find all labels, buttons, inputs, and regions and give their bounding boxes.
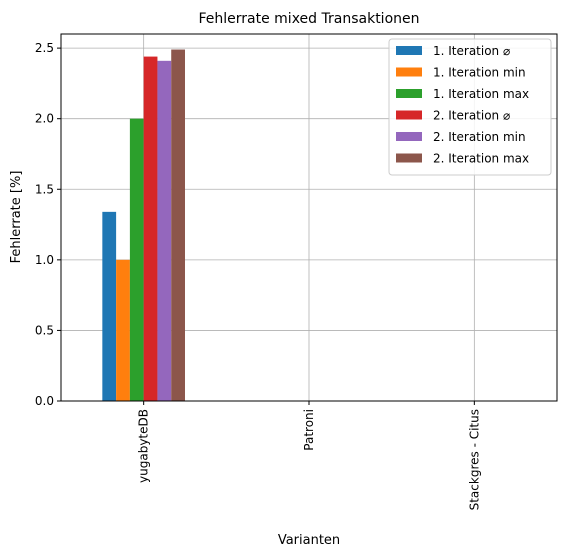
legend-label: 2. Iteration min (433, 130, 526, 144)
y-tick-label: 2.0 (35, 112, 54, 126)
x-axis: yugabyteDB Patroni Stackgres - Citus (137, 401, 481, 510)
y-tick-label: 2.5 (35, 41, 54, 55)
legend-label: 1. Iteration max (433, 87, 529, 101)
legend-swatch (396, 110, 422, 120)
y-tick-label: 1.5 (35, 182, 54, 196)
legend-swatch (396, 153, 422, 163)
bar (116, 259, 130, 401)
bar (171, 49, 185, 402)
legend-swatch (396, 89, 422, 98)
legend-swatch (396, 132, 422, 141)
chart-title: Fehlerrate mixed Transaktionen (199, 11, 420, 27)
bar (102, 211, 117, 401)
bars (102, 49, 185, 402)
legend: 1. Iteration ⌀ 1. Iteration min 1. Iterati… (388, 38, 552, 176)
bar (143, 56, 158, 401)
y-axis: 0.0 0.5 1.0 1.5 2.0 2.5 (35, 41, 61, 408)
legend-label: 1. Iteration min (433, 66, 526, 80)
y-tick-label: 1.0 (35, 253, 54, 267)
y-axis-label: Fehlerrate [%] (9, 171, 24, 264)
legend-swatch (396, 67, 422, 77)
legend-frame (388, 38, 552, 176)
x-tick-label: yugabyteDB (137, 409, 151, 483)
x-tick-label: Patroni (302, 409, 316, 451)
legend-label: 2. Iteration max (433, 152, 529, 166)
legend-swatch (396, 46, 422, 55)
bar (157, 60, 172, 402)
x-tick-label: Stackgres - Citus (467, 409, 481, 510)
legend-label: 2. Iteration ⌀ (433, 109, 510, 123)
legend-label: 1. Iteration ⌀ (433, 44, 510, 58)
bar (129, 118, 144, 401)
y-tick-label: 0.0 (35, 394, 54, 408)
y-tick-label: 0.5 (35, 323, 54, 337)
x-axis-label: Varianten (278, 533, 340, 548)
